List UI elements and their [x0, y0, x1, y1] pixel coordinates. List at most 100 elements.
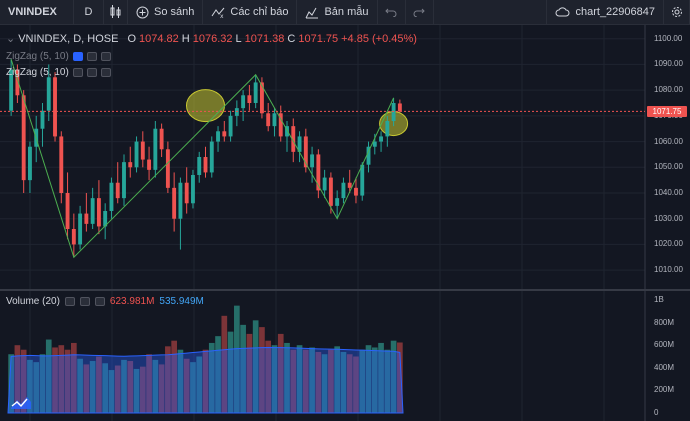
volume-bars — [8, 305, 403, 413]
candle-body — [234, 108, 239, 116]
volume-bar — [277, 333, 284, 413]
candle-body — [372, 141, 377, 147]
candle-body — [15, 69, 20, 96]
candle-body — [216, 131, 220, 142]
volume-bar — [302, 349, 309, 413]
candle-body — [310, 154, 315, 168]
candle-body — [322, 177, 327, 191]
volume-bar — [321, 354, 328, 413]
candle-body — [103, 211, 108, 227]
svg-text:x: x — [220, 13, 224, 18]
undo-icon — [385, 7, 397, 17]
volume-bar — [284, 342, 290, 413]
visibility-eye-icon[interactable] — [64, 297, 75, 306]
volume-bar — [384, 349, 391, 413]
candle-body — [278, 113, 283, 137]
volume-axis-label: 1B — [654, 295, 664, 304]
candle-body — [40, 110, 45, 129]
redo-icon — [413, 7, 425, 17]
candle-body — [241, 95, 246, 109]
volume-axis-label: 0 — [654, 408, 659, 417]
candles-icon — [110, 5, 122, 19]
price-axis-label: 1040.00 — [654, 188, 683, 197]
close-icon[interactable] — [100, 68, 111, 77]
symbol-search[interactable]: VNINDEX — [0, 0, 74, 24]
candle-body — [147, 159, 152, 170]
volume-ma-value: 535.949M — [159, 296, 204, 307]
visibility-eye-icon[interactable] — [72, 68, 83, 77]
high-key: H — [181, 32, 190, 45]
volume-bar — [290, 349, 297, 413]
chart-canvas[interactable] — [0, 25, 690, 421]
compare-button[interactable]: So sánh — [128, 0, 204, 24]
candle-body — [354, 187, 358, 196]
indicators-icon: x — [211, 6, 225, 18]
close-value: 1071.75 — [298, 32, 339, 45]
undo-button[interactable] — [378, 0, 406, 24]
volume-bar — [190, 362, 196, 413]
price-axis-label: 1060.00 — [654, 136, 683, 146]
volume-bar — [33, 362, 40, 413]
close-key: C — [287, 32, 296, 45]
volume-bar — [102, 363, 109, 413]
templates-button[interactable]: Bản mẫu — [297, 0, 378, 24]
low-key: L — [235, 32, 242, 45]
candle-body — [184, 182, 189, 204]
volume-bar — [171, 340, 177, 413]
interval-button[interactable]: D — [74, 0, 104, 24]
candle-body — [65, 193, 70, 229]
indicators-button[interactable]: x Các chỉ báo — [203, 0, 298, 24]
candle-body — [297, 136, 302, 152]
price-axis-label: 1020.00 — [654, 239, 683, 249]
save-layout-button[interactable]: chart_22906847 — [546, 0, 664, 24]
volume-bar — [240, 324, 246, 413]
candle-body — [178, 182, 183, 219]
volume-bar — [127, 361, 134, 413]
candle-body — [341, 182, 346, 199]
volume-title: Volume (20) — [6, 296, 60, 307]
candle-body — [379, 136, 383, 142]
zigzag-label-2: ZigZag (5, 10) — [6, 67, 69, 78]
chart-style-button[interactable] — [104, 0, 128, 24]
candle-body — [165, 149, 170, 188]
close-icon[interactable] — [94, 297, 105, 306]
candle-body — [209, 141, 214, 173]
zigzag-legend-2[interactable]: ZigZag (5, 10) — [6, 67, 111, 78]
volume-bar — [252, 320, 259, 413]
redo-button[interactable] — [406, 0, 434, 24]
settings-icon[interactable] — [86, 68, 97, 77]
change-value: +4.85 (+0.45%) — [341, 32, 417, 45]
price-axis-label: 1030.00 — [654, 213, 683, 223]
tradingview-logo-icon[interactable] — [10, 394, 32, 413]
candle-body — [247, 95, 252, 103]
candle-body — [266, 113, 271, 127]
volume-bar — [121, 359, 127, 413]
close-icon[interactable] — [100, 52, 111, 61]
settings-icon[interactable] — [86, 52, 97, 61]
volume-bar — [64, 349, 71, 413]
settings-icon[interactable] — [79, 297, 90, 306]
volume-bar — [152, 359, 159, 413]
settings-button[interactable] — [664, 0, 690, 24]
zigzag-legend-1[interactable]: ZigZag (5, 10) — [6, 51, 111, 62]
expand-chevron-icon[interactable]: ⌄ — [6, 33, 16, 45]
volume-bar — [58, 345, 65, 413]
volume-legend[interactable]: Volume (20) 623.981M 535.949M — [6, 296, 204, 307]
volume-bar — [309, 347, 315, 413]
visibility-eye-icon[interactable] — [72, 52, 83, 61]
open-value: 1074.82 — [139, 32, 179, 45]
candle-body — [122, 162, 126, 199]
candle-body — [253, 82, 258, 103]
candle-body — [53, 77, 57, 137]
price-axis-label: 1010.00 — [654, 265, 683, 275]
volume-axis-label: 800M — [654, 317, 675, 327]
volume-axis-label: 400M — [654, 362, 675, 372]
volume-bar — [196, 356, 203, 413]
candle-body — [347, 182, 352, 188]
candle-body — [222, 131, 227, 137]
price-axis-label: 1100.00 — [654, 33, 683, 43]
cloud-icon — [555, 7, 570, 17]
main-series-legend[interactable]: ⌄ VNINDEX, D, HOSE O 1074.82 H 1076.32 L 10… — [6, 32, 417, 46]
templates-icon — [305, 6, 319, 19]
candle-body — [84, 213, 89, 224]
